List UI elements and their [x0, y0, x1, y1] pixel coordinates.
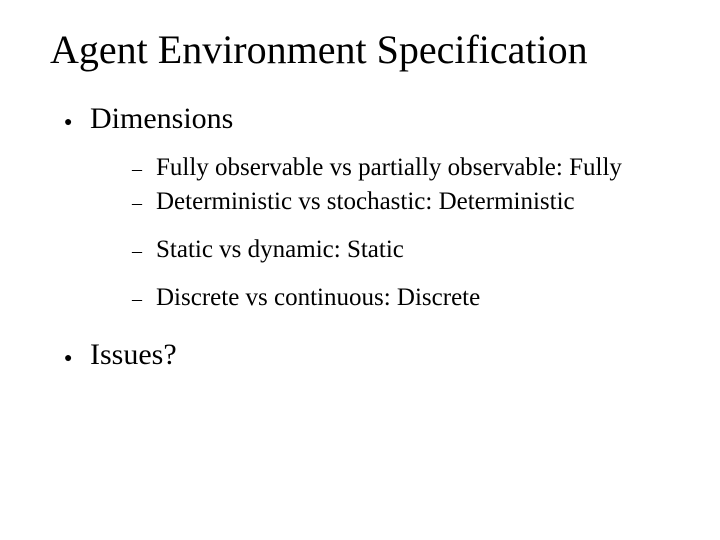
disc-bullet-icon: ● [64, 115, 90, 131]
dash-icon: – [132, 192, 156, 215]
dimensions-sublist: – Fully observable vs partially observab… [50, 152, 670, 314]
sub-item-static: – Static vs dynamic: Static [132, 234, 670, 266]
bullet-label: Issues? [90, 336, 177, 374]
sub-item-label: Static vs dynamic: Static [156, 234, 404, 266]
sub-item-label: Discrete vs continuous: Discrete [156, 282, 480, 314]
slide: Agent Environment Specification ● Dimens… [0, 0, 720, 540]
sub-item-observable: – Fully observable vs partially observab… [132, 152, 670, 184]
sub-item-label: Fully observable vs partially observable… [156, 152, 622, 184]
disc-bullet-icon: ● [64, 351, 90, 367]
slide-title: Agent Environment Specification [50, 28, 670, 72]
sub-item-deterministic: – Deterministic vs stochastic: Determini… [132, 186, 670, 218]
bullet-dimensions: ● Dimensions [50, 100, 670, 138]
sub-item-label: Deterministic vs stochastic: Determinist… [156, 186, 575, 218]
sub-item-discrete: – Discrete vs continuous: Discrete [132, 282, 670, 314]
dash-icon: – [132, 240, 156, 263]
bullet-issues: ● Issues? [50, 336, 670, 374]
bullet-label: Dimensions [90, 100, 233, 138]
dash-icon: – [132, 288, 156, 311]
dash-icon: – [132, 158, 156, 181]
spacer [50, 324, 670, 336]
